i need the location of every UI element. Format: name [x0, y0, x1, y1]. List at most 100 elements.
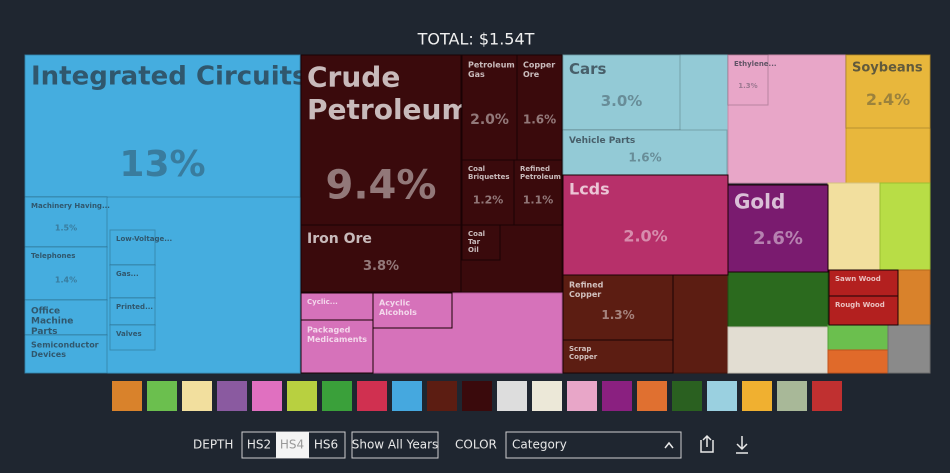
share-icon[interactable] — [700, 434, 714, 453]
tile-label: Refined Copper — [569, 280, 604, 298]
tile-label: Cyclic... — [307, 298, 338, 306]
category-icons — [112, 381, 842, 411]
icon[interactable] — [147, 381, 177, 411]
tile-value: 1.1% — [523, 193, 554, 206]
tile — [300, 54, 462, 226]
tile-label: Valves — [116, 330, 142, 338]
icon[interactable] — [252, 381, 282, 411]
tile — [24, 54, 301, 198]
icon[interactable] — [462, 381, 492, 411]
tile-label: Sawn Wood — [835, 275, 881, 283]
tile — [562, 274, 674, 341]
years-button[interactable] — [351, 431, 439, 459]
tile-value: 3.0% — [601, 92, 643, 110]
tile — [461, 54, 518, 161]
tile — [562, 54, 681, 131]
depth-option[interactable]: HS4 — [280, 438, 304, 452]
region — [727, 326, 829, 374]
tile-value: 2.0% — [470, 112, 509, 128]
depth-option[interactable]: HS6 — [314, 438, 338, 452]
tiles: Integrated Circuits 13% Machinery Having..… — [24, 54, 931, 374]
tile-value: 2.4% — [866, 90, 910, 109]
icon[interactable] — [497, 381, 527, 411]
icon[interactable] — [427, 381, 457, 411]
color-select-value[interactable]: Category — [512, 438, 567, 452]
tile-label: Gold — [734, 190, 785, 214]
tile-label: Low-Voltage... — [116, 235, 172, 243]
tile-label: Ethylene... — [734, 60, 777, 68]
tile-label: Soybeans — [852, 61, 923, 76]
tile-value: 1.4% — [55, 275, 77, 284]
tile-value: 1.3% — [738, 82, 757, 90]
tile — [24, 196, 108, 248]
tile-value: 3.8% — [363, 259, 399, 274]
tile-label: Office Machine Parts — [31, 306, 73, 337]
tile-value: 1.5% — [55, 224, 77, 233]
download-icon[interactable] — [736, 436, 748, 454]
tile — [727, 54, 769, 106]
tile-label: Coal Briquettes — [468, 165, 510, 181]
tile-label: Telephones — [31, 252, 75, 260]
icon[interactable] — [217, 381, 247, 411]
tile — [562, 174, 729, 276]
tile — [109, 324, 156, 351]
tile — [109, 297, 156, 326]
depth-option[interactable]: HS2 — [247, 438, 271, 452]
tile — [828, 295, 899, 326]
tile — [513, 159, 563, 226]
depth-selected — [276, 432, 309, 458]
color-label: COLOR — [455, 438, 497, 452]
icon[interactable] — [357, 381, 387, 411]
icon[interactable] — [532, 381, 562, 411]
region — [827, 182, 881, 272]
tile-label: Machinery Having... — [31, 202, 110, 210]
tile-value: 1.2% — [473, 193, 504, 206]
icon[interactable] — [707, 381, 737, 411]
icon[interactable] — [637, 381, 667, 411]
icon[interactable] — [812, 381, 842, 411]
icon[interactable] — [777, 381, 807, 411]
tile — [461, 159, 515, 226]
tile-value: 9.4% — [326, 163, 437, 209]
tile-value: 1.6% — [523, 113, 556, 127]
icon[interactable] — [672, 381, 702, 411]
tile-value: 2.6% — [753, 228, 803, 249]
chart-title: TOTAL: $1.54T — [417, 30, 535, 49]
tile-label: Packaged Medicaments — [307, 325, 367, 343]
region — [727, 271, 829, 328]
tile — [516, 54, 563, 161]
tile-label: Refined Petroleum — [520, 165, 561, 181]
tile-label: Copper Ore — [523, 60, 555, 78]
tile — [300, 224, 462, 293]
tile — [24, 334, 108, 374]
icon[interactable] — [392, 381, 422, 411]
tile — [300, 292, 374, 321]
icon[interactable] — [567, 381, 597, 411]
icon[interactable] — [742, 381, 772, 411]
tile-label: Iron Ore — [307, 231, 372, 247]
tile-value: 1.6% — [628, 150, 661, 164]
tile — [845, 54, 931, 129]
select-arrow — [664, 441, 674, 449]
tile-label: Coal Tar Oil — [468, 230, 485, 254]
tile-label: Integrated Circuits — [31, 62, 308, 92]
tile-label: Petroleum Gas — [468, 60, 515, 78]
region — [827, 349, 889, 374]
tile — [727, 184, 829, 273]
icon[interactable] — [322, 381, 352, 411]
tile — [828, 269, 899, 297]
controls: DEPTH HS2 HS4 HS6 Show All Years COLOR C… — [193, 431, 748, 459]
icon[interactable] — [182, 381, 212, 411]
icon[interactable] — [287, 381, 317, 411]
color-select[interactable] — [505, 431, 682, 459]
tile-label: Semiconductor Devices — [31, 340, 99, 358]
tile — [300, 319, 374, 374]
region — [879, 182, 931, 272]
tile — [372, 292, 453, 329]
icon[interactable] — [602, 381, 632, 411]
depth-label: DEPTH — [193, 438, 233, 452]
icon[interactable] — [112, 381, 142, 411]
years-button-label[interactable]: Show All Years — [352, 438, 439, 452]
